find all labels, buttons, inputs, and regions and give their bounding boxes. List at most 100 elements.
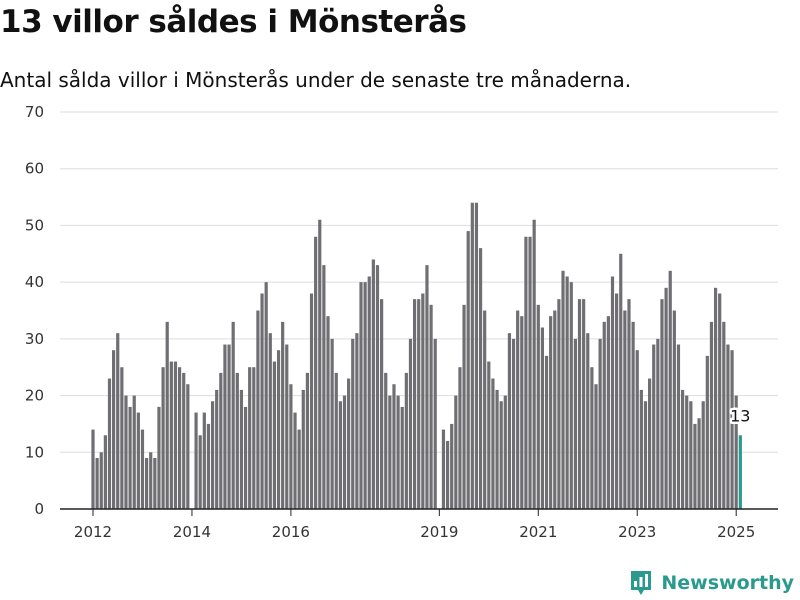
- bar: [470, 202, 474, 509]
- y-tick-label: 0: [34, 500, 44, 518]
- bar: [635, 350, 639, 509]
- bar: [619, 253, 623, 509]
- bar: [363, 282, 367, 509]
- bar: [252, 367, 256, 509]
- bar: [602, 321, 606, 509]
- bar: [400, 406, 404, 509]
- bar: [623, 310, 627, 509]
- bar: [161, 367, 165, 509]
- bar: [380, 299, 384, 509]
- bar: [396, 395, 400, 509]
- bar: [297, 429, 301, 509]
- bar: [371, 259, 375, 509]
- bar: [627, 299, 631, 509]
- bar: [149, 452, 153, 509]
- bar: [639, 389, 643, 509]
- bar: [499, 401, 503, 509]
- bar: [281, 321, 285, 509]
- bar: [384, 372, 388, 509]
- x-tick-label: 2019: [420, 523, 458, 541]
- bar: [223, 344, 227, 509]
- bar: [668, 270, 672, 509]
- bar: [248, 367, 252, 509]
- bar: [219, 372, 223, 509]
- bar: [610, 276, 615, 509]
- bar: [606, 316, 610, 509]
- bar: [549, 316, 553, 509]
- bar: [301, 389, 305, 509]
- bar: [726, 344, 730, 509]
- bar: [544, 355, 549, 509]
- bar: [689, 401, 693, 509]
- bar: [91, 429, 95, 509]
- x-tick-label: 2014: [173, 523, 211, 541]
- bar: [540, 327, 545, 509]
- bar: [433, 338, 437, 509]
- bar: [408, 338, 413, 509]
- bar: [495, 389, 499, 509]
- bar: [186, 384, 190, 509]
- bar: [107, 378, 112, 509]
- bar: [421, 293, 425, 509]
- y-tick-label: 60: [25, 160, 44, 178]
- y-tick-label: 30: [25, 330, 44, 348]
- bar: [116, 333, 120, 509]
- bar: [565, 276, 569, 509]
- bar: [507, 333, 512, 509]
- bar: [177, 367, 182, 509]
- bar: [355, 333, 359, 509]
- bar: [528, 236, 532, 509]
- bar: [664, 287, 668, 509]
- bar: [450, 423, 454, 509]
- bar: [338, 401, 342, 509]
- bar: [429, 304, 433, 509]
- bar: [268, 333, 272, 509]
- bar: [260, 293, 264, 509]
- brand-name: Newsworthy: [661, 572, 794, 594]
- bar: [491, 378, 495, 509]
- x-tick-label: 2025: [717, 523, 755, 541]
- bar: [318, 219, 322, 509]
- y-tick-label: 10: [25, 443, 44, 461]
- bar: [136, 412, 140, 509]
- bar: [330, 338, 334, 509]
- bar: [693, 423, 697, 509]
- bar: [235, 372, 239, 509]
- bar: [705, 355, 709, 509]
- bar: [586, 333, 590, 509]
- bar: [128, 406, 132, 509]
- bar: [643, 401, 648, 509]
- chart-subtitle: Antal sålda villor i Mönsterås under de …: [0, 68, 632, 92]
- bar: [120, 367, 124, 509]
- bar: [680, 389, 685, 509]
- bar: [95, 457, 99, 509]
- bar: [569, 282, 573, 509]
- bar: [412, 299, 417, 509]
- bar: [243, 406, 248, 509]
- bar: [520, 316, 524, 509]
- bar: [524, 236, 528, 509]
- bar: [573, 338, 577, 509]
- bar: [289, 384, 293, 509]
- bar: [511, 338, 516, 509]
- bar: [112, 350, 116, 509]
- bar: [322, 265, 326, 509]
- bar: [276, 350, 281, 509]
- bar: [342, 395, 347, 509]
- bar: [631, 321, 635, 509]
- bar: [734, 395, 738, 509]
- bar: [425, 265, 429, 509]
- y-tick-label: 40: [25, 273, 44, 291]
- bar: [615, 293, 619, 509]
- bar: [701, 401, 705, 509]
- bar: [536, 304, 540, 509]
- bar: [417, 299, 421, 509]
- data-label: 13: [730, 406, 750, 425]
- bar: [239, 389, 244, 509]
- bar: [285, 344, 289, 509]
- bar: [293, 412, 297, 509]
- bar-highlight: [738, 435, 742, 509]
- bar: [351, 338, 355, 509]
- bar: [264, 282, 268, 509]
- bar: [169, 361, 173, 509]
